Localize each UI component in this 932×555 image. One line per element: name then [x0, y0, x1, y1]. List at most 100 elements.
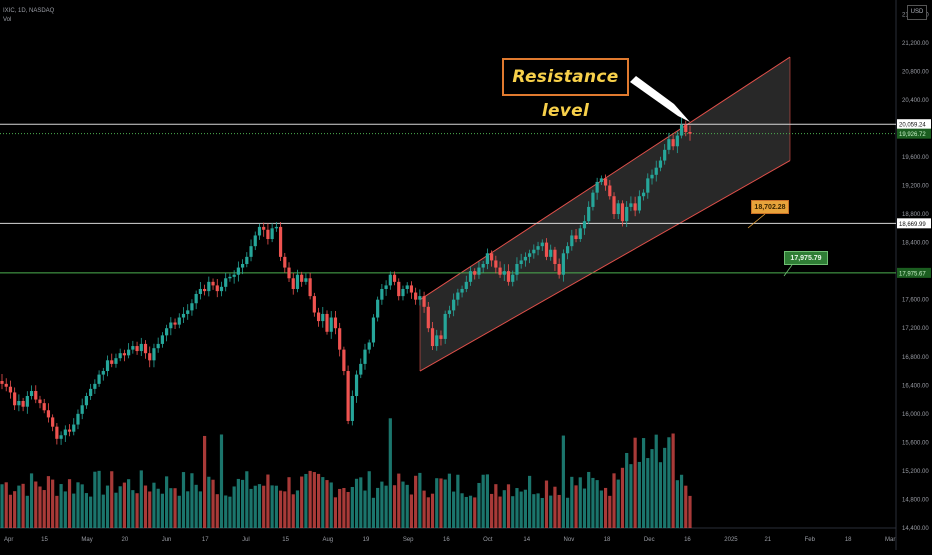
candle-body: [89, 388, 93, 396]
candle-body: [359, 363, 363, 375]
candle-body: [186, 310, 190, 314]
volume-bar: [388, 418, 392, 528]
candle-body: [494, 260, 498, 268]
volume-bar: [544, 480, 549, 528]
candle-body: [198, 288, 202, 294]
candle-body: [240, 264, 245, 268]
volume-bar: [528, 475, 532, 528]
volume-bar: [456, 474, 460, 528]
candle-body: [641, 192, 646, 197]
candle-body: [591, 192, 595, 207]
candle-body: [97, 374, 101, 384]
volume-bar: [502, 490, 506, 528]
x-tick-label: Jul: [242, 537, 250, 543]
price-axis-tag-text: 17,975.67: [899, 271, 926, 277]
volume-bar: [667, 437, 671, 528]
volume-bar: [257, 484, 262, 528]
candle-body: [51, 417, 55, 427]
volume-bar: [380, 481, 384, 528]
volume-bar: [515, 488, 519, 528]
candle-body: [380, 288, 384, 300]
candle-body: [342, 349, 346, 372]
y-tick-label: 16,000.00: [902, 412, 929, 418]
candle-body: [658, 160, 663, 168]
candle-body: [274, 226, 278, 229]
y-tick-label: 20,800.00: [902, 69, 929, 75]
candle-body: [557, 264, 561, 275]
x-tick-label: 20: [122, 537, 129, 543]
symbol-label: IXIC, 1D, NASDAQ: [3, 8, 55, 14]
volume-bar: [506, 484, 511, 528]
x-tick-label: May: [81, 537, 92, 543]
volume-bar: [519, 491, 523, 528]
volume-bar: [464, 496, 468, 528]
volume-bar: [29, 473, 34, 528]
candle-body: [173, 322, 177, 325]
volume-bar: [637, 461, 641, 528]
candle-body: [270, 228, 274, 240]
volume-bar: [422, 490, 426, 528]
candle-body: [34, 391, 38, 400]
candle-body: [346, 371, 350, 421]
candle-body: [13, 392, 17, 406]
x-tick-label: Sep: [403, 537, 414, 543]
volume-bar: [608, 495, 612, 528]
volume-bar: [599, 490, 603, 528]
candle-body: [523, 256, 527, 261]
volume-bar: [59, 484, 63, 528]
candle-body: [232, 274, 236, 277]
volume-bar: [663, 447, 667, 528]
volume-bar: [633, 437, 637, 528]
price-axis-tag: [897, 119, 931, 130]
volume-bar: [523, 489, 527, 528]
price-tag-lower: 17,975.79: [784, 251, 828, 265]
candle-body: [278, 226, 283, 257]
candle-body: [528, 253, 532, 257]
candle-body: [430, 328, 435, 347]
candle-body: [156, 343, 160, 349]
volume-bar: [333, 497, 338, 528]
candle-body: [4, 383, 8, 387]
volume-bar: [477, 482, 481, 528]
volume-bar: [561, 435, 565, 528]
candle-body: [422, 296, 426, 307]
volume-bar: [245, 471, 249, 528]
candle-body: [582, 221, 587, 229]
volume-bar: [418, 472, 422, 528]
candle-body: [25, 396, 29, 407]
volume-bar: [443, 479, 447, 528]
volume-bar: [684, 485, 688, 528]
currency-button[interactable]: USD: [907, 5, 927, 20]
candle-body: [561, 253, 565, 275]
candle-body: [38, 399, 42, 404]
candle-body: [21, 400, 25, 407]
candle-body: [84, 396, 89, 406]
candle-body: [8, 386, 13, 393]
volume-bar: [232, 486, 236, 528]
volume-bar: [401, 481, 405, 528]
candle-body: [452, 299, 456, 311]
volume-bar: [688, 495, 692, 528]
candle-body: [110, 360, 114, 364]
volume-bar: [625, 452, 629, 528]
candle-body: [549, 249, 553, 257]
candle-body: [245, 256, 249, 264]
volume-bar: [498, 496, 502, 528]
volume-bar: [675, 480, 679, 528]
volume-bar: [270, 485, 274, 528]
candle-body: [350, 396, 354, 421]
volume-bar: [439, 478, 443, 528]
candle-body: [684, 124, 688, 132]
volume-bar: [13, 491, 17, 528]
price-axis-tag: [897, 267, 931, 278]
tag-upper-connector: [747, 213, 766, 229]
candle-body: [321, 313, 325, 322]
candle-body: [76, 413, 80, 425]
volume-bar: [203, 435, 207, 528]
volume-bar: [101, 494, 105, 528]
volume-bar: [426, 497, 430, 528]
volume-bar: [4, 482, 8, 528]
candle-body: [152, 348, 156, 361]
